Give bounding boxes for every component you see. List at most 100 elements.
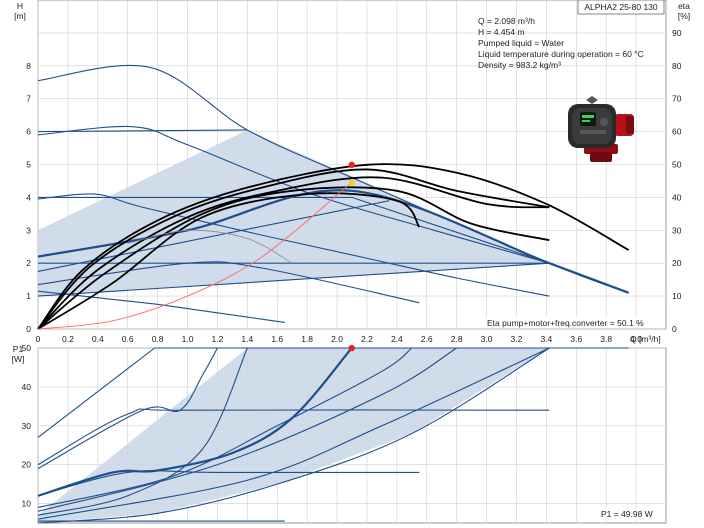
head-curve-14: [37, 186, 550, 330]
y2-tick-label: 0: [672, 324, 677, 334]
power-curve-2: [37, 470, 420, 497]
x-tick-label: 1.4: [241, 334, 253, 344]
y-tick-label-h: 8: [26, 61, 31, 71]
y-tick-label-p1: 10: [22, 499, 32, 509]
y-tick-label-h: 1: [26, 291, 31, 301]
model-name: ALPHA2 25-80 130: [584, 2, 658, 12]
head-series: [37, 64, 630, 330]
x-tick-label: 1.8: [301, 334, 313, 344]
head-operating-band: [38, 129, 629, 297]
head-duty-point: [348, 161, 355, 169]
y2-tick-label: 20: [672, 258, 682, 268]
x-tick-label: 0: [36, 334, 41, 344]
info-line-liquid: Pumped liquid = Water: [478, 38, 564, 48]
power-curve-7: [37, 347, 550, 520]
head-curve-10: [37, 189, 630, 294]
y-axis-label-p1: P1: [13, 344, 24, 354]
x-tick-label: 3.0: [481, 334, 493, 344]
x-tick-label: 0.6: [122, 334, 134, 344]
head-curve-13: [37, 176, 550, 330]
p1-label: P1 = 49.98 W: [601, 509, 653, 519]
x-tick-label: 4.0: [630, 334, 642, 344]
x-tick-label: 0.4: [92, 334, 104, 344]
y-tick-label-h: 3: [26, 225, 31, 235]
pump-image: [568, 96, 634, 162]
head-band: [38, 129, 629, 297]
y2-tick-label: 40: [672, 192, 682, 202]
head-curve-8: [37, 261, 420, 304]
y2-tick-label: 30: [672, 225, 682, 235]
power-curve-4: [37, 347, 248, 516]
power-curve-1: [37, 408, 550, 466]
x-tick-label: 2.8: [451, 334, 463, 344]
p1-label-bg: [598, 508, 664, 520]
head-curve-6: [37, 262, 550, 297]
y-tick-label-p1: 40: [22, 382, 32, 392]
x-tick-label: 1.0: [182, 334, 194, 344]
eta-duty-point: [348, 179, 355, 186]
x-tick-label: 2.4: [391, 334, 403, 344]
head-ticks: 0 0.2 0.4 0.6 0.8 1.0 1.2 1.4 1.6 1.8 2.0 2.2 2.4 2.6…: [26, 28, 681, 344]
head-curve-16: [127, 229, 293, 264]
power-curve-6: [37, 347, 457, 512]
x-tick-label: 2.0: [331, 334, 343, 344]
x-tick-label: 2.2: [361, 334, 373, 344]
y2-tick-label: 10: [672, 291, 682, 301]
y-tick-label-h: 4: [26, 192, 31, 202]
y2-tick-label: 80: [672, 61, 682, 71]
x-axis-unit-q: [m³/h]: [639, 334, 661, 344]
eta-label-bg: [484, 317, 656, 328]
x-tick-label: 0.2: [62, 334, 74, 344]
x-tick-label: 3.6: [570, 334, 582, 344]
power-duty-point: [348, 344, 355, 352]
y-tick-label-h: 2: [26, 258, 31, 268]
y-tick-label-h: 7: [26, 94, 31, 104]
y2-tick-label: 90: [672, 28, 682, 38]
head-curve-1: [37, 125, 550, 264]
head-curve-11: [37, 163, 630, 330]
y-tick-label-p1: 50: [22, 343, 32, 353]
eta-label: Eta pump+motor+freq.converter = 50.1 %: [487, 318, 644, 328]
info-line-density: Density = 983.2 kg/m³: [478, 60, 561, 70]
x-tick-label: 1.6: [271, 334, 283, 344]
power-curve-10: [37, 347, 353, 497]
head-curve-3: [37, 129, 248, 133]
y2-tick-label: 60: [672, 127, 682, 137]
x-tick-label: 0.8: [152, 334, 164, 344]
head-curve-12: [37, 168, 550, 330]
y-axis-unit-p1: [W]: [12, 354, 25, 364]
y-tick-label-h: 6: [26, 127, 31, 137]
head-curve-7: [37, 200, 390, 272]
head-curve-4: [38, 196, 550, 264]
y-axis-label-h: H: [17, 1, 23, 11]
x-tick-label: 3.4: [540, 334, 552, 344]
head-curve-17: [37, 182, 352, 330]
x-tick-label: 2.6: [421, 334, 433, 344]
power-curve-0: [37, 347, 629, 438]
y2-axis-unit: [%]: [678, 11, 690, 21]
model-box: [577, 0, 665, 15]
head-curve-15: [37, 192, 421, 330]
info-line-temperature: Liquid temperature during operation = 60…: [478, 49, 644, 59]
power-curve-3: [37, 347, 218, 470]
y-tick-label-h: 0: [26, 324, 31, 334]
y2-tick-label: 70: [672, 94, 682, 104]
y-tick-label-h: 5: [26, 160, 31, 170]
power-series: [37, 344, 629, 524]
y-tick-label-p1: 30: [22, 421, 32, 431]
power-ticks: 10 20 30 40 50: [22, 343, 32, 509]
info-line-q: Q = 2.098 m³/h: [478, 16, 535, 26]
y-tick-label-p1: 20: [22, 460, 32, 470]
y2-tick-label: 50: [672, 160, 682, 170]
y2-axis-label: eta: [678, 1, 690, 11]
head-curve-2: [37, 193, 550, 297]
x-tick-label: 3.2: [511, 334, 523, 344]
x-tick-label: 3.8: [600, 334, 612, 344]
x-axis-label-q: Q: [630, 334, 637, 344]
y-axis-unit-h: [m]: [14, 11, 26, 21]
head-curve-9: [37, 290, 285, 323]
x-tick-label: 1.2: [212, 334, 224, 344]
power-curve-8: [37, 347, 550, 524]
power-curve-5: [37, 347, 413, 508]
